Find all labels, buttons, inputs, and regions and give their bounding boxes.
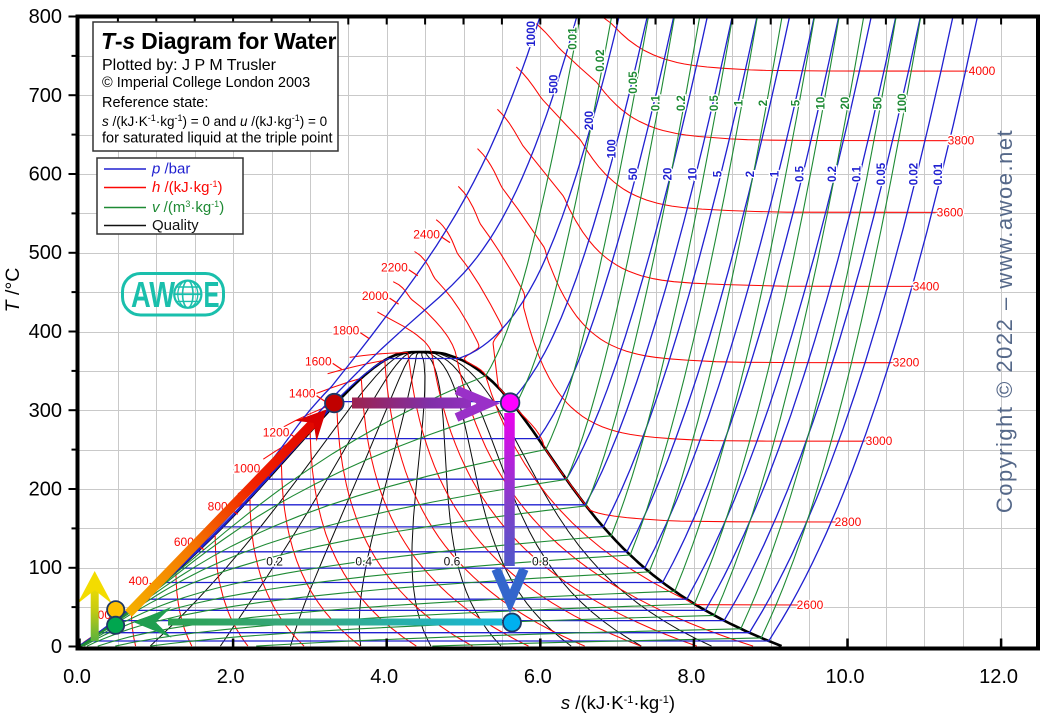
svg-text:500: 500 [29, 242, 62, 264]
svg-text:20: 20 [662, 168, 674, 181]
svg-text:Quality: Quality [152, 217, 199, 234]
svg-text:4.0: 4.0 [370, 666, 398, 688]
svg-text:1400: 1400 [289, 387, 316, 401]
svg-text:10: 10 [815, 97, 827, 110]
svg-text:8.0: 8.0 [677, 666, 705, 688]
svg-text:200: 200 [584, 111, 596, 130]
svg-text:0.5: 0.5 [794, 165, 806, 182]
svg-text:6.0: 6.0 [524, 666, 552, 688]
svg-text:50: 50 [872, 97, 884, 110]
svg-text:h /(kJ·kg-1): h /(kJ·kg-1) [152, 179, 223, 196]
svg-text:0.2: 0.2 [827, 166, 839, 182]
svg-text:2: 2 [758, 100, 770, 106]
svg-text:0.05: 0.05 [876, 162, 888, 185]
svg-text:3800: 3800 [948, 134, 975, 148]
svg-text:2200: 2200 [381, 261, 408, 275]
svg-text:1000: 1000 [526, 21, 538, 47]
svg-text:20: 20 [840, 97, 852, 110]
svg-text:2000: 2000 [362, 289, 389, 303]
svg-text:3000: 3000 [866, 434, 893, 448]
svg-text:T /°C: T /°C [2, 268, 24, 313]
svg-text:1: 1 [734, 99, 746, 106]
svg-text:1800: 1800 [333, 324, 360, 338]
svg-text:0.2: 0.2 [676, 95, 688, 111]
svg-text:for saturated liquid at the tr: for saturated liquid at the triple point [102, 131, 333, 147]
svg-text:3600: 3600 [937, 205, 964, 219]
svg-text:0.0: 0.0 [63, 666, 91, 688]
svg-text:0.2: 0.2 [266, 555, 283, 569]
svg-text:600: 600 [29, 164, 62, 186]
svg-text:AW: AW [131, 274, 175, 315]
svg-text:0.02: 0.02 [909, 163, 921, 185]
svg-text:s /(kJ·K-1·kg-1) = 0 and u /(k: s /(kJ·K-1·kg-1) = 0 and u /(kJ·kg-1) = … [102, 113, 327, 129]
svg-text:0: 0 [51, 636, 62, 658]
svg-text:100: 100 [29, 557, 62, 579]
svg-text:v /(m3·kg-1): v /(m3·kg-1) [152, 199, 224, 216]
svg-text:0.1: 0.1 [851, 165, 863, 182]
svg-text:© Imperial College London 2003: © Imperial College London 2003 [102, 75, 310, 91]
svg-text:200: 200 [29, 479, 62, 501]
svg-text:5: 5 [712, 170, 724, 177]
svg-text:400: 400 [29, 321, 62, 343]
svg-text:400: 400 [129, 574, 149, 588]
svg-text:0.1: 0.1 [651, 95, 663, 112]
svg-text:0.05: 0.05 [628, 71, 640, 94]
svg-text:500: 500 [548, 75, 560, 94]
svg-text:1600: 1600 [305, 354, 332, 368]
svg-text:0.8: 0.8 [532, 555, 549, 569]
svg-text:10.0: 10.0 [826, 666, 865, 688]
svg-text:2400: 2400 [413, 228, 440, 242]
svg-text:10: 10 [688, 168, 700, 181]
svg-text:E: E [204, 274, 220, 315]
svg-text:0.01: 0.01 [568, 27, 580, 50]
svg-text:300: 300 [29, 400, 62, 422]
svg-text:T-s Diagram for Water: T-s Diagram for Water [101, 28, 336, 54]
svg-text:2.0: 2.0 [217, 666, 245, 688]
svg-text:0.6: 0.6 [444, 555, 461, 569]
svg-text:2: 2 [745, 171, 757, 177]
svg-text:5: 5 [791, 99, 803, 106]
svg-text:3200: 3200 [893, 356, 920, 370]
svg-text:4000: 4000 [969, 64, 996, 78]
svg-text:0.5: 0.5 [709, 95, 721, 112]
svg-text:Reference state:: Reference state: [102, 95, 208, 111]
svg-text:50: 50 [628, 168, 640, 181]
svg-text:Copyright © 2022 – www.awoe.ne: Copyright © 2022 – www.awoe.net [992, 129, 1017, 513]
svg-text:1: 1 [770, 170, 782, 177]
svg-text:100: 100 [897, 94, 909, 113]
svg-text:1000: 1000 [234, 462, 261, 476]
svg-text:2800: 2800 [835, 515, 862, 529]
svg-text:800: 800 [29, 6, 62, 28]
svg-text:0.4: 0.4 [355, 555, 372, 569]
svg-text:p /bar: p /bar [151, 161, 190, 178]
svg-text:s /(kJ·K-1·kg-1): s /(kJ·K-1·kg-1) [561, 692, 675, 713]
svg-text:0.02: 0.02 [595, 49, 607, 71]
svg-text:3400: 3400 [913, 279, 940, 293]
svg-text:700: 700 [29, 85, 62, 107]
svg-text:1200: 1200 [263, 425, 290, 439]
svg-text:Plotted by: J P M Trusler: Plotted by: J P M Trusler [102, 57, 277, 74]
svg-text:2600: 2600 [797, 598, 824, 612]
svg-text:0.01: 0.01 [933, 162, 945, 185]
svg-text:12.0: 12.0 [979, 666, 1018, 688]
svg-text:100: 100 [607, 139, 619, 158]
